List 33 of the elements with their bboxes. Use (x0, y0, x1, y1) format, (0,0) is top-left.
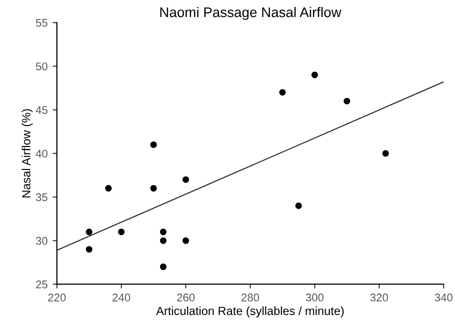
point (279, 89, 286, 96)
x-tick-label: 340 (434, 294, 452, 302)
point (182, 237, 190, 244)
chart-title: Naomi Passage Nasal Airflow (160, 6, 342, 20)
point (344, 98, 350, 104)
x-tick-label: 320 (370, 294, 388, 302)
y-tick-label: 30 (36, 236, 48, 245)
y-tick-label: 45 (36, 106, 48, 114)
point (182, 176, 190, 183)
point (118, 228, 125, 236)
point (86, 228, 92, 236)
point (160, 264, 166, 270)
y-tick-label: 40 (36, 150, 48, 158)
y-tick-label: 35 (36, 193, 48, 202)
x-axis-title: Articulation Rate (syllables / minute) (156, 306, 344, 318)
point (105, 185, 112, 192)
x-tick-label: 240 (112, 294, 130, 302)
point (150, 141, 157, 148)
point (295, 202, 302, 210)
point (150, 185, 157, 192)
y-tick-label: 55 (36, 18, 48, 27)
x-tick-label: 280 (242, 294, 260, 302)
point (311, 72, 318, 78)
point (160, 228, 166, 236)
y-axis-title: Nasal Airflow (%) (22, 109, 33, 198)
x-tick-label: 260 (177, 294, 195, 302)
x-tick-label: 300 (306, 294, 324, 302)
y-tick-label: 25 (36, 280, 48, 288)
point (160, 237, 166, 244)
y-tick-label: 50 (36, 62, 48, 70)
x-tick-label: 220 (48, 294, 66, 302)
point (382, 150, 389, 157)
point (86, 246, 92, 253)
